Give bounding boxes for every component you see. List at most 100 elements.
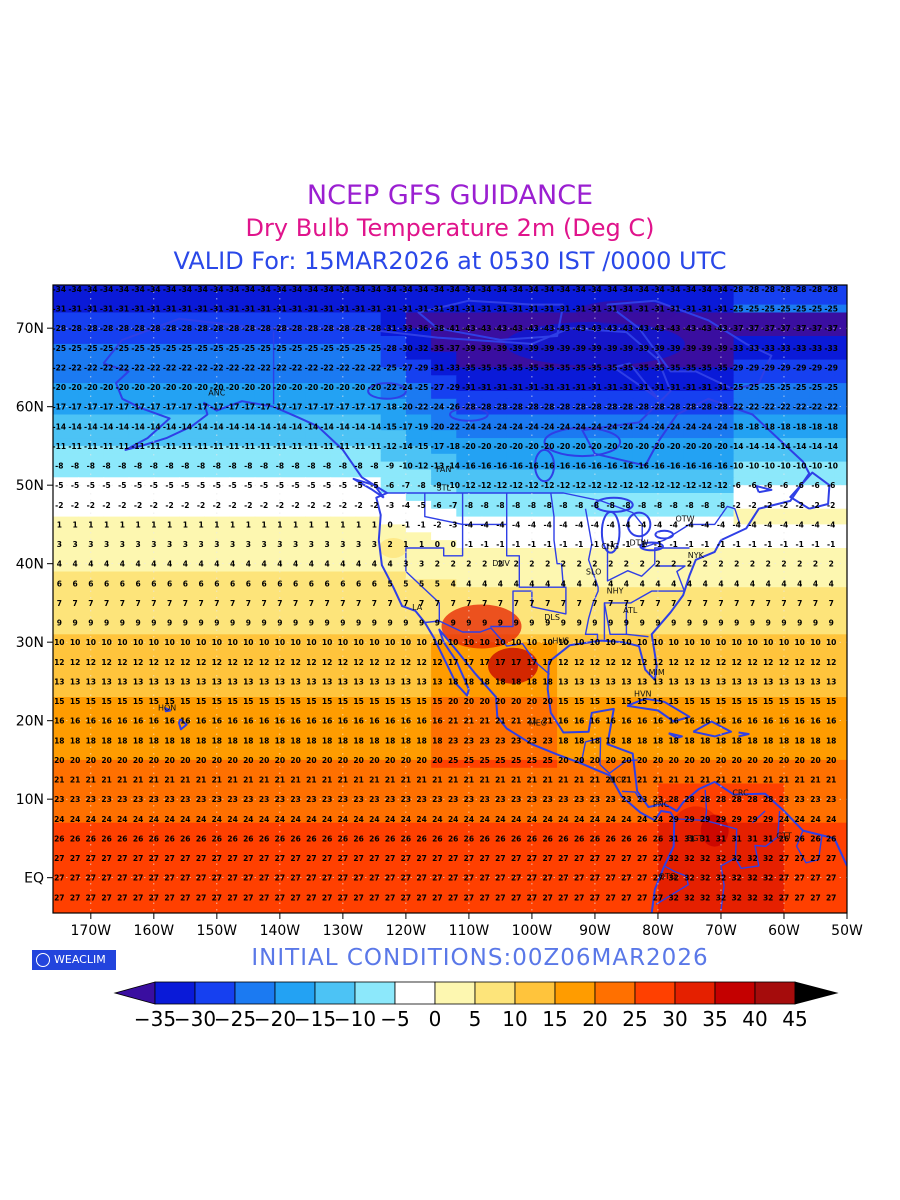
temperature-value: 32	[716, 893, 726, 902]
temperature-value: 24	[558, 815, 568, 824]
temperature-value: -2	[165, 501, 173, 510]
temperature-value: 18	[70, 736, 80, 745]
temperature-value: 32	[668, 854, 678, 863]
coastline	[755, 485, 773, 494]
temperature-value: 23	[495, 736, 505, 745]
temperature-value: 21	[590, 776, 600, 785]
temperature-value: 23	[479, 795, 489, 804]
temperature-value: -16	[525, 462, 539, 471]
temperature-value: -14	[730, 442, 744, 451]
temperature-value: -22	[793, 403, 807, 412]
temperature-value: 24	[590, 815, 600, 824]
temperature-value: -14	[761, 442, 775, 451]
temperature-value: 1	[230, 520, 235, 529]
temperature-value: 2	[577, 560, 582, 569]
temperature-value: 18	[86, 736, 96, 745]
temperature-value: -24	[635, 422, 649, 431]
temperature-value: 20	[448, 697, 458, 706]
temperature-value: 10	[495, 638, 505, 647]
temperature-value: 9	[561, 619, 566, 628]
temperature-value: 32	[700, 893, 710, 902]
colorbar-swatch	[274, 981, 316, 1005]
temperature-value: 24	[810, 815, 820, 824]
temperature-value: -34	[462, 285, 476, 294]
temperature-value: -11	[194, 442, 208, 451]
temperature-value: 21	[763, 776, 773, 785]
temperature-value: 9	[482, 619, 487, 628]
temperature-value: -31	[588, 383, 602, 392]
temperature-value: 21	[243, 776, 253, 785]
temperature-value: 2	[813, 560, 818, 569]
city-label: FAN	[436, 465, 451, 474]
temperature-value: 16	[826, 717, 836, 726]
temperature-value: -24	[399, 383, 413, 392]
temperature-value: -17	[273, 403, 287, 412]
temperature-value: -20	[100, 383, 114, 392]
temperature-value: -8	[165, 462, 173, 471]
temperature-value: -4	[622, 520, 630, 529]
temperature-value: 13	[826, 677, 836, 686]
temperature-value: 4	[545, 579, 550, 588]
temperature-value: -39	[494, 344, 508, 353]
temperature-value: 3	[324, 540, 329, 549]
temperature-value: -25	[226, 344, 240, 353]
temperature-value: 13	[369, 677, 379, 686]
temperature-value: -20	[257, 383, 271, 392]
temperature-value: 4	[324, 560, 329, 569]
temperature-value: -25	[336, 344, 350, 353]
temperature-value: -20	[683, 442, 697, 451]
temperature-value: -34	[635, 285, 649, 294]
temperature-value: 15	[668, 697, 678, 706]
temperature-value: -8	[276, 462, 284, 471]
temperature-value: -35	[462, 363, 476, 372]
temperature-value: -25	[242, 344, 256, 353]
temperature-value: 15	[133, 697, 143, 706]
temperature-value: -35	[651, 363, 665, 372]
temperature-value: -31	[179, 305, 193, 314]
temperature-value: 10	[668, 638, 678, 647]
temperature-value: -7	[402, 481, 410, 490]
temperature-value: -14	[131, 422, 145, 431]
temperature-value: 18	[794, 736, 804, 745]
temperature-value: -34	[320, 285, 334, 294]
temperature-value: 20	[416, 756, 426, 765]
temperature-value: 16	[558, 717, 568, 726]
temperature-value: -18	[746, 422, 760, 431]
temperature-value: -8	[354, 462, 362, 471]
lon-label: 160W	[134, 923, 175, 939]
temperature-value: -22	[68, 363, 82, 372]
temperature-value: -8	[370, 462, 378, 471]
temperature-value: -2	[323, 501, 331, 510]
temperature-value: -2	[780, 501, 788, 510]
temperature-value: 15	[794, 697, 804, 706]
temperature-value: 13	[117, 677, 127, 686]
temperature-value: 32	[716, 854, 726, 863]
temperature-value: 18	[527, 677, 537, 686]
temperature-value: 4	[309, 560, 314, 569]
lake	[543, 426, 622, 458]
temperature-value: -34	[336, 285, 350, 294]
temperature-value: -28	[635, 403, 649, 412]
temperature-value: 23	[369, 795, 379, 804]
temperature-value: -31	[651, 305, 665, 314]
temperature-value: -31	[620, 383, 634, 392]
temperature-value: -20	[179, 383, 193, 392]
temperature-value: -24	[541, 422, 555, 431]
temperature-value: -14	[824, 442, 838, 451]
temperature-value: 6	[309, 579, 314, 588]
temperature-value: -28	[352, 324, 366, 333]
temperature-value: -2	[354, 501, 362, 510]
lon-label: 120W	[386, 923, 427, 939]
temperature-value: 12	[763, 658, 773, 667]
temperature-value: 20	[637, 756, 647, 765]
temperature-value: 18	[180, 736, 190, 745]
temperature-value: 7	[482, 599, 487, 608]
temperature-value: -12	[462, 481, 476, 490]
temperature-value: 2	[482, 560, 487, 569]
lat-label: 20N	[16, 714, 44, 730]
colorbar-swatch	[754, 981, 796, 1005]
lon-label: 60W	[768, 923, 800, 939]
temperature-value: 9	[545, 619, 550, 628]
temperature-value: 27	[637, 874, 647, 883]
temperature-value: -28	[730, 285, 744, 294]
